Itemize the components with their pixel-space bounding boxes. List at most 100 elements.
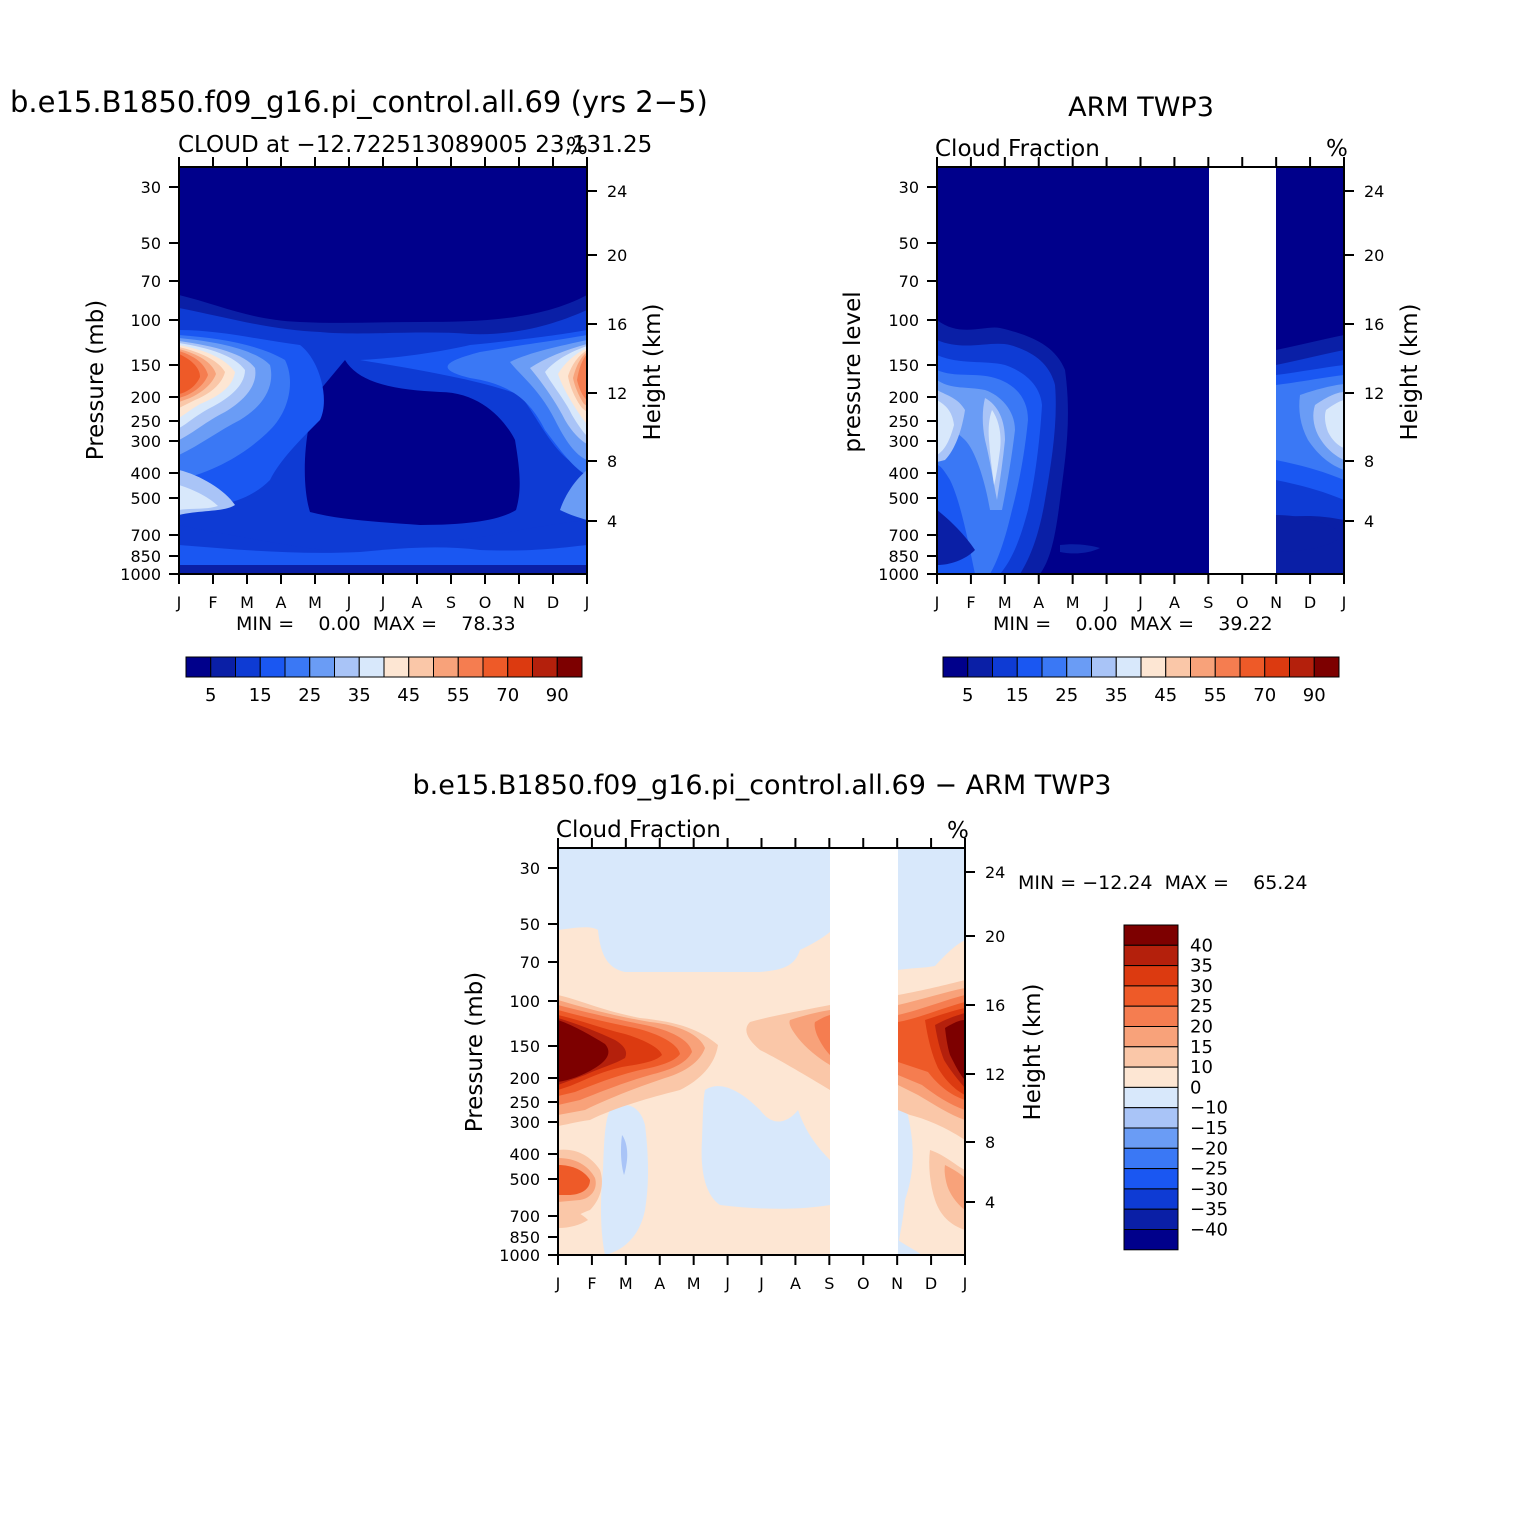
colorbar-swatch bbox=[1140, 656, 1167, 678]
diff-colorbar-label: 10 bbox=[1190, 1057, 1213, 1078]
diff-colorbar-label: 40 bbox=[1190, 935, 1213, 956]
pressure-tick-label: 150 bbox=[888, 356, 919, 375]
diff-colorbar-swatch bbox=[1123, 1188, 1179, 1210]
month-tick-label: S bbox=[1203, 593, 1213, 612]
colorbar-label: 35 bbox=[1105, 685, 1128, 706]
diff-colorbar-swatch bbox=[1123, 965, 1179, 987]
diff-colorbar-label: −35 bbox=[1190, 1199, 1228, 1220]
pressure-tick-label: 100 bbox=[888, 311, 919, 330]
diff-colorbar-label: −15 bbox=[1190, 1118, 1228, 1139]
month-tick-label: F bbox=[966, 593, 975, 612]
month-tick-label: M bbox=[1066, 593, 1080, 612]
diff-colorbar-swatch bbox=[1123, 944, 1179, 967]
pressure-tick-label: 850 bbox=[130, 547, 161, 566]
colorbar-swatch bbox=[482, 656, 509, 678]
pressure-tick-label: 500 bbox=[509, 1170, 540, 1189]
colorbar-swatch bbox=[284, 656, 311, 678]
pressure-tick-label: 70 bbox=[141, 272, 161, 291]
panel3-top-ticks bbox=[557, 838, 966, 848]
colorbar-swatch bbox=[967, 656, 993, 678]
panel2-y2label: Height (km) bbox=[1397, 303, 1423, 440]
height-tick-label: 16 bbox=[1364, 315, 1384, 334]
month-tick-label: J bbox=[758, 1274, 764, 1293]
month-tick-label: M bbox=[240, 593, 254, 612]
panel1-unit: % bbox=[566, 134, 588, 160]
diff-colorbar-label: −25 bbox=[1190, 1159, 1228, 1180]
colorbar-label: 5 bbox=[205, 685, 216, 706]
pressure-tick-label: 30 bbox=[899, 178, 919, 197]
panel1-top-ticks bbox=[178, 157, 588, 167]
height-tick-label: 8 bbox=[985, 1133, 995, 1152]
pressure-tick-label: 50 bbox=[520, 915, 540, 934]
panel3-title: b.e15.B1850.f09_g16.pi_control.all.69 − … bbox=[413, 770, 1112, 801]
panel-model: b.e15.B1850.f09_g16.pi_control.all.69 (y… bbox=[10, 85, 708, 706]
panel1-stats: MIN = 0.00 MAX = 78.33 bbox=[236, 613, 516, 635]
panel1-height-axis: 24 20 16 12 8 4 bbox=[587, 182, 627, 531]
height-tick-label: 20 bbox=[1364, 246, 1384, 265]
panel2-ylabel: pressure level bbox=[840, 291, 866, 452]
height-tick-label: 4 bbox=[1364, 512, 1374, 531]
height-tick-label: 20 bbox=[985, 927, 1005, 946]
month-tick-label: A bbox=[1033, 593, 1044, 612]
month-tick-label: O bbox=[479, 593, 492, 612]
panel2-colorbar: 5 15 25 35 45 55 70 90 bbox=[942, 656, 1340, 706]
panel3-height-axis: 24 20 16 12 8 4 bbox=[965, 863, 1005, 1212]
panel1-plot-area bbox=[179, 167, 587, 574]
panel3-plot-area bbox=[558, 848, 965, 1255]
month-tick-label: F bbox=[587, 1274, 596, 1293]
pressure-tick-label: 200 bbox=[509, 1069, 540, 1088]
colorbar-label: 15 bbox=[249, 685, 272, 706]
pressure-tick-label: 250 bbox=[509, 1093, 540, 1112]
colorbar-label: 55 bbox=[447, 685, 470, 706]
colorbar-label: 70 bbox=[1253, 685, 1276, 706]
colorbar-label: 45 bbox=[397, 685, 420, 706]
height-tick-label: 24 bbox=[1364, 182, 1384, 201]
pressure-tick-label: 200 bbox=[130, 388, 161, 407]
colorbar-swatch bbox=[1239, 656, 1266, 678]
colorbar-swatch bbox=[556, 656, 583, 678]
height-tick-label: 8 bbox=[607, 452, 617, 471]
colorbar-label: 90 bbox=[1303, 685, 1326, 706]
diff-colorbar-label: 0 bbox=[1190, 1077, 1201, 1098]
pressure-tick-label: 300 bbox=[130, 432, 161, 451]
colorbar-swatch bbox=[309, 656, 335, 678]
panel3-ylabel: Pressure (mb) bbox=[462, 972, 488, 1132]
colorbar-label: 35 bbox=[348, 685, 371, 706]
colorbar-swatch bbox=[1289, 656, 1315, 678]
colorbar-swatch bbox=[992, 656, 1018, 678]
colorbar-label: 15 bbox=[1006, 685, 1029, 706]
diff-colorbar-swatch bbox=[1123, 1046, 1179, 1068]
pressure-tick-label: 150 bbox=[509, 1037, 540, 1056]
month-tick-label: J bbox=[1341, 593, 1347, 612]
panel2-plot-area bbox=[937, 167, 1344, 574]
colorbar-swatch bbox=[1115, 656, 1142, 678]
panel2-title: ARM TWP3 bbox=[1068, 92, 1214, 123]
month-tick-label: J bbox=[724, 1274, 730, 1293]
diff-colorbar-swatch bbox=[1123, 1229, 1179, 1251]
colorbar-swatch bbox=[942, 656, 969, 678]
pressure-tick-label: 850 bbox=[888, 547, 919, 566]
panel1-y2label: Height (km) bbox=[640, 303, 666, 440]
colorbar-swatch bbox=[334, 656, 360, 678]
pressure-tick-label: 700 bbox=[888, 526, 919, 545]
height-tick-label: 8 bbox=[1364, 452, 1374, 471]
colorbar-swatch bbox=[1165, 656, 1191, 678]
colorbar-swatch bbox=[1313, 656, 1340, 678]
colorbar-label: 25 bbox=[1055, 685, 1078, 706]
pressure-tick-label: 400 bbox=[130, 464, 161, 483]
pressure-tick-label: 70 bbox=[520, 953, 540, 972]
pressure-tick-label: 100 bbox=[130, 311, 161, 330]
panel2-unit: % bbox=[1326, 136, 1348, 162]
diff-colorbar-label: 35 bbox=[1190, 956, 1213, 977]
panel2-top-ticks bbox=[936, 157, 1345, 167]
month-tick-label: N bbox=[891, 1274, 903, 1293]
pressure-tick-label: 700 bbox=[130, 526, 161, 545]
colorbar-swatch bbox=[358, 656, 385, 678]
